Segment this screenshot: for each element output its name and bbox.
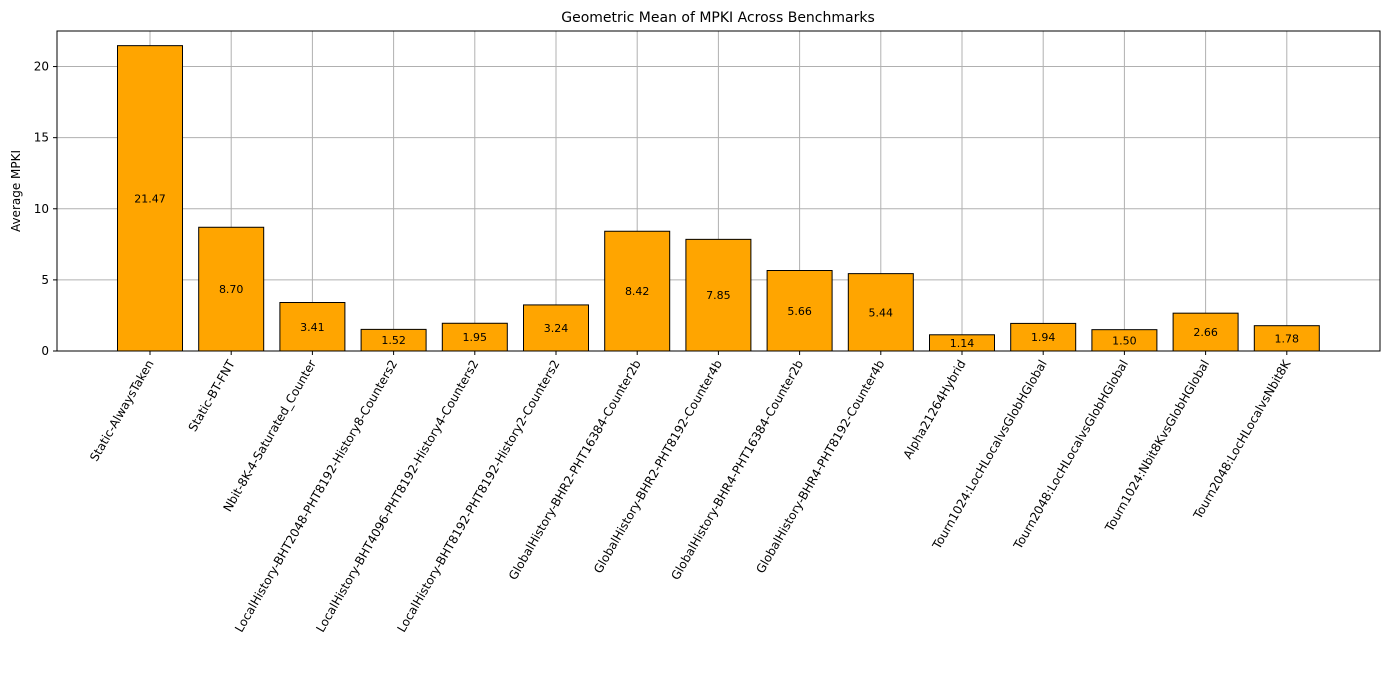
bar-value-label: 8.42: [625, 285, 650, 298]
bar-value-label: 1.50: [1112, 334, 1137, 347]
chart-title: Geometric Mean of MPKI Across Benchmarks: [561, 10, 875, 26]
bar-value-label: 3.24: [544, 322, 569, 335]
y-tick-layer: 0 5 10 15 20: [34, 60, 57, 358]
bar-value-label: 1.52: [381, 334, 406, 347]
x-tick-label: Static-BT-FNT: [186, 357, 239, 434]
bar: [441, 322, 508, 352]
bar: [1253, 325, 1320, 352]
x-tick-label: Tourn2048:LocHLocalvsNbit8K: [1190, 357, 1294, 523]
x-tick-label: LocalHistory-BHT2048-PHT8192-History8-Co…: [232, 358, 400, 635]
y-tick-label: 20: [34, 60, 49, 74]
x-tick-layer: Static-AlwaysTaken Static-BT-FNTNbit-8K-4…: [87, 351, 1294, 635]
bar-value-label: 1.14: [950, 337, 975, 350]
y-tick-label: 5: [41, 273, 49, 287]
bar: [1172, 312, 1239, 352]
bar: [847, 273, 914, 352]
bar: [198, 226, 265, 352]
bar-value-label: 1.95: [463, 331, 488, 344]
x-tick-label: Alpha21264Hybrid: [901, 358, 969, 462]
bar: [604, 230, 671, 352]
bar-value-label: 21.47: [134, 192, 166, 205]
y-axis-label: Average MPKI: [9, 150, 23, 232]
bar: [279, 302, 346, 352]
x-tick-label: Static-AlwaysTaken: [87, 358, 156, 464]
bar-value-label: 8.70: [219, 283, 244, 296]
x-tick-label: Nbit-8K-4-Saturated_Counter: [221, 357, 320, 514]
y-tick-label: 10: [34, 202, 49, 216]
x-tick-label: GlobalHistory-BHR2-PHT8192-Counter4b: [591, 358, 725, 576]
x-tick-label: GlobalHistory-BHR4-PHT8192-Counter4b: [753, 358, 887, 576]
x-tick-label: LocalHistory-BHT4096-PHT8192-History4-Co…: [313, 358, 481, 635]
x-tick-label: LocalHistory-BHT8192-PHT8192-History2-Co…: [395, 358, 563, 635]
y-tick-label: 0: [41, 344, 49, 358]
bar-value-label: 2.66: [1193, 326, 1218, 339]
y-tick-label: 15: [34, 131, 49, 145]
bar: [1010, 322, 1077, 352]
bar-value-label: 1.94: [1031, 331, 1056, 344]
bar-layer: [117, 45, 1320, 352]
value-label-layer: 21.47 8.70 3.41 1.52 1.95 3.24 8.42 7.85 5.66 5.4…: [134, 192, 1299, 350]
bar: [766, 270, 833, 352]
bar: [117, 45, 183, 352]
bar-value-label: 5.66: [787, 305, 812, 318]
bar: [685, 238, 752, 352]
bar-value-label: 7.85: [706, 289, 731, 302]
bar-value-label: 5.44: [869, 306, 894, 319]
x-tick-label: GlobalHistory-BHR4-PHT16384-Counter2b: [668, 358, 806, 583]
x-tick-label: GlobalHistory-BHR2-PHT16384-Counter2b: [506, 358, 644, 583]
bar-value-label: 3.41: [300, 321, 325, 334]
bar-value-label: 1.78: [1275, 332, 1300, 345]
